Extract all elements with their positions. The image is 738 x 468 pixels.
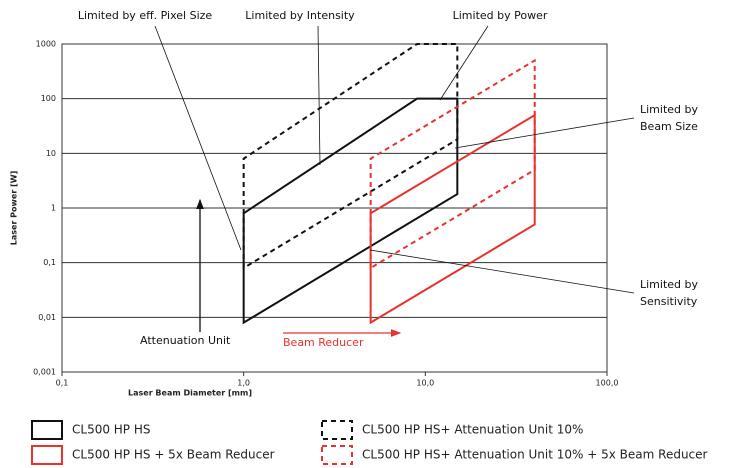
annotation-line	[317, 25, 321, 166]
x-tick-label: 100,0	[596, 379, 619, 388]
x-axis-label: Laser Beam Diameter [mm]	[128, 389, 252, 398]
annotation-text: Beam Reducer	[283, 336, 364, 349]
y-tick-label: 10	[46, 149, 56, 158]
legend-swatch	[321, 445, 353, 465]
legend-swatch	[31, 420, 63, 440]
y-tick-label: 1000	[36, 40, 56, 49]
x-tick-label: 10,0	[416, 379, 434, 388]
annotation-text: Attenuation Unit	[140, 334, 231, 347]
legend-label: CL500 HP HS+ Attenuation Unit 10% + 5x B…	[362, 448, 708, 462]
x-tick-label: 0,1	[56, 379, 69, 388]
legend-swatch	[31, 445, 63, 465]
annotation-line	[439, 25, 489, 101]
annotation-text: Sensitivity	[640, 295, 698, 308]
annotation-line	[154, 25, 242, 251]
series-outline	[369, 58, 536, 270]
y-tick-label: 1	[51, 204, 56, 213]
series-outline	[242, 43, 459, 270]
y-tick-label: 0,001	[33, 368, 56, 377]
legend-label: CL500 HP HS	[72, 423, 151, 437]
annotation-text: Limited by Power	[453, 9, 548, 22]
y-tick-label: 100	[41, 94, 56, 103]
annotation-text: Beam Size	[640, 120, 698, 133]
annotation-line	[454, 117, 635, 149]
annotation-text: Limited by	[640, 103, 698, 116]
annotation-text: Limited by Intensity	[245, 9, 355, 22]
legend-label: CL500 HP HS+ Attenuation Unit 10%	[362, 423, 583, 437]
x-tick-label: 1,0	[237, 379, 250, 388]
y-tick-label: 0,01	[38, 313, 56, 322]
y-tick-label: 0,1	[43, 258, 56, 267]
y-axis-label: Laser Power [W]	[10, 171, 19, 245]
legend-swatch	[321, 420, 353, 440]
annotation-line	[369, 249, 635, 294]
legend-label: CL500 HP HS + 5x Beam Reducer	[72, 448, 275, 462]
annotation-text: Limited by	[640, 278, 698, 291]
annotation-text: Limited by eff. Pixel Size	[78, 9, 213, 22]
